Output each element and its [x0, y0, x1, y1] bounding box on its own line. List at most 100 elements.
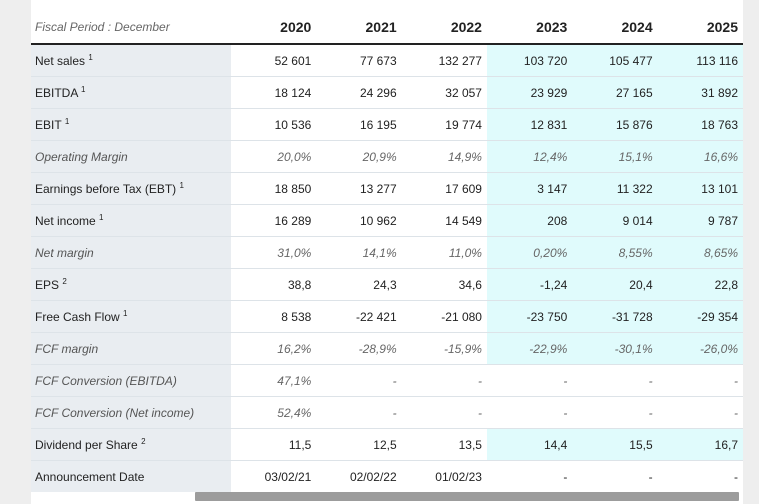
value-cell: 14,9%	[401, 140, 487, 173]
value-cell: 8,65%	[657, 236, 743, 269]
value-cell: 8,55%	[572, 236, 658, 269]
value-cell: 132 277	[401, 43, 487, 77]
value-cell: 15,5	[572, 428, 658, 461]
value-cell: 11,5	[231, 428, 317, 461]
table-row: Operating Margin 20,0% 20,9% 14,9% 12,4% 15,1…	[31, 140, 743, 173]
row-label: EPS 2	[31, 268, 231, 301]
row-label-text: Net income	[35, 214, 96, 228]
table-row: FCF Conversion (EBITDA) 47,1% - - - - -	[31, 364, 743, 397]
value-cell: 12 831	[486, 108, 573, 141]
value-cell: -	[572, 396, 658, 429]
value-cell: 52 601	[231, 43, 317, 77]
footnote-marker: 1	[81, 85, 86, 94]
value-cell: 38,8	[231, 268, 317, 301]
value-cell: -15,9%	[401, 332, 487, 365]
value-cell: 18 124	[231, 76, 317, 109]
value-cell: 11 322	[572, 172, 658, 205]
row-label: EBITDA 1	[31, 76, 231, 109]
value-cell: 15 876	[572, 108, 658, 141]
value-cell: 14,1%	[316, 236, 402, 269]
value-cell: 34,6	[401, 268, 487, 301]
row-label-text: EBITDA	[35, 86, 78, 100]
value-cell: 13 277	[316, 172, 402, 205]
value-cell: 22,8	[657, 268, 743, 301]
row-label: Dividend per Share 2	[31, 428, 231, 461]
value-cell: 19 774	[401, 108, 487, 141]
value-cell: -	[316, 396, 402, 429]
table-row: EBITDA 1 18 124 24 296 32 057 23 929 27 165 31…	[31, 76, 743, 109]
year-header: 2025	[657, 10, 743, 45]
table-row: FCF Conversion (Net income) 52,4% - - - - -	[31, 396, 743, 429]
footnote-marker: 2	[62, 277, 67, 286]
table-row: Announcement Date 03/02/21 02/02/22 01/02/2…	[31, 460, 743, 492]
value-cell: -29 354	[657, 300, 743, 333]
value-cell: 77 673	[316, 43, 402, 77]
financials-table: Fiscal Period : December 2020 2021 2022 …	[31, 10, 743, 492]
value-cell: 31,0%	[231, 236, 317, 269]
row-label: Net margin	[31, 236, 231, 269]
value-cell: 14 549	[401, 204, 487, 237]
fiscal-period-label: Fiscal Period : December	[31, 10, 231, 45]
value-cell: 103 720	[486, 43, 573, 77]
value-cell: 47,1%	[231, 364, 317, 397]
footnote-marker: 1	[99, 213, 104, 222]
row-label-text: FCF margin	[35, 341, 99, 356]
value-cell: -31 728	[572, 300, 658, 333]
row-label-text: Dividend per Share	[35, 438, 138, 452]
value-cell: 16,6%	[657, 140, 743, 173]
year-header: 2023	[486, 10, 573, 45]
horizontal-scrollbar[interactable]	[195, 492, 739, 501]
row-label-text: Announcement Date	[35, 469, 145, 484]
value-cell: 52,4%	[231, 396, 317, 429]
value-cell: -	[572, 364, 658, 397]
table-row: Earnings before Tax (EBT) 1 18 850 13 277 1…	[31, 172, 743, 205]
value-cell: -21 080	[401, 300, 487, 333]
row-label-text: EBIT	[35, 118, 62, 132]
value-cell: 20,4	[572, 268, 658, 301]
row-label-text: Free Cash Flow	[35, 310, 120, 324]
row-label: Announcement Date	[31, 460, 231, 492]
value-cell: 32 057	[401, 76, 487, 109]
table-row: Net margin 31,0% 14,1% 11,0% 0,20% 8,55% 8,65%	[31, 236, 743, 269]
table-row: EPS 2 38,8 24,3 34,6 -1,24 20,4 22,8	[31, 268, 743, 301]
value-cell: -	[657, 460, 743, 492]
value-cell: 9 787	[657, 204, 743, 237]
value-cell: 15,1%	[572, 140, 658, 173]
value-cell: 8 538	[231, 300, 317, 333]
row-label-text: Earnings before Tax (EBT)	[35, 182, 177, 196]
value-cell: -22 421	[316, 300, 402, 333]
value-cell: 11,0%	[401, 236, 487, 269]
row-label-text: EPS	[35, 278, 60, 292]
row-label-text: Net margin	[35, 245, 94, 260]
value-cell: 13,5	[401, 428, 487, 461]
value-cell: 14,4	[486, 428, 573, 461]
value-cell: -28,9%	[316, 332, 402, 365]
value-cell: 16,2%	[231, 332, 317, 365]
value-cell: 105 477	[572, 43, 658, 77]
year-header: 2024	[572, 10, 658, 45]
row-label: Operating Margin	[31, 140, 231, 173]
value-cell: 0,20%	[486, 236, 573, 269]
value-cell: -	[316, 364, 402, 397]
value-cell: -22,9%	[486, 332, 573, 365]
value-cell: -1,24	[486, 268, 573, 301]
value-cell: 16,7	[657, 428, 743, 461]
value-cell: 01/02/23	[401, 460, 487, 492]
value-cell: 9 014	[572, 204, 658, 237]
row-label-text: Operating Margin	[35, 149, 128, 164]
table-row: Net income 1 16 289 10 962 14 549 208 9 014 9 …	[31, 204, 743, 237]
value-cell: 208	[486, 204, 573, 237]
value-cell: -	[657, 364, 743, 397]
row-label: FCF Conversion (EBITDA)	[31, 364, 231, 397]
value-cell: 12,4%	[486, 140, 573, 173]
year-header: 2020	[231, 10, 317, 45]
year-header: 2022	[401, 10, 487, 45]
footnote-marker: 1	[64, 117, 70, 126]
value-cell: 02/02/22	[316, 460, 402, 492]
row-label-text: FCF Conversion (EBITDA)	[35, 373, 177, 388]
row-label: EBIT 1	[31, 108, 231, 141]
value-cell: 24 296	[316, 76, 402, 109]
value-cell: 20,0%	[231, 140, 317, 173]
value-cell: 113 116	[657, 43, 743, 77]
